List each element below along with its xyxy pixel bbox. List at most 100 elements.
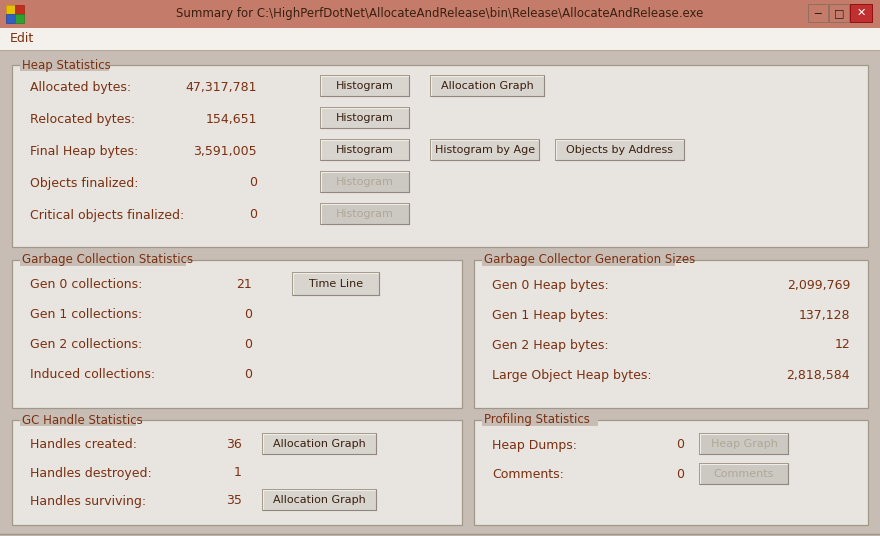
Text: Final Heap bytes:: Final Heap bytes:	[30, 145, 138, 158]
Bar	[15, 5, 24, 14]
Text: Histogram: Histogram	[336, 177, 394, 187]
Text: Time Line: Time Line	[309, 279, 363, 289]
Bar	[431, 76, 544, 96]
Text: Heap Statistics: Heap Statistics	[22, 58, 111, 71]
Text: Gen 2 Heap bytes:: Gen 2 Heap bytes:	[492, 339, 609, 352]
Text: Handles destroyed:: Handles destroyed:	[30, 466, 151, 480]
Bar	[700, 464, 788, 484]
Text: Histogram: Histogram	[336, 145, 394, 155]
Text: Comments:: Comments:	[492, 468, 564, 481]
Text: Profiling Statistics: Profiling Statistics	[484, 413, 590, 427]
Text: Allocation Graph: Allocation Graph	[273, 439, 366, 449]
Bar	[320, 75, 410, 97]
Bar	[0, 28, 880, 50]
Text: 2,099,769: 2,099,769	[787, 279, 850, 292]
Text: Garbage Collection Statistics: Garbage Collection Statistics	[22, 254, 193, 266]
Bar	[263, 490, 376, 510]
Bar	[321, 108, 409, 128]
Text: GC Handle Statistics: GC Handle Statistics	[22, 413, 143, 427]
Bar	[320, 107, 410, 129]
Text: Summary for C:\HighPerfDotNet\AllocateAndRelease\bin\Release\AllocateAndRelease.: Summary for C:\HighPerfDotNet\AllocateAn…	[176, 8, 704, 20]
Bar	[321, 140, 409, 160]
Bar	[430, 139, 540, 161]
Text: Induced collections:: Induced collections:	[30, 369, 155, 382]
Text: 12: 12	[834, 339, 850, 352]
Text: Handles created:: Handles created:	[30, 438, 137, 451]
Text: 0: 0	[244, 339, 252, 352]
Bar	[321, 76, 409, 96]
Bar	[482, 254, 675, 266]
Text: Objects finalized:: Objects finalized:	[30, 176, 138, 190]
Bar	[15, 14, 24, 23]
Bar	[850, 4, 872, 22]
Bar	[292, 272, 380, 296]
Bar	[0, 0, 880, 28]
Bar	[20, 414, 136, 426]
Text: 154,651: 154,651	[206, 113, 257, 125]
Text: 2,818,584: 2,818,584	[787, 369, 850, 382]
Text: 36: 36	[226, 438, 242, 451]
Bar	[20, 59, 108, 71]
Bar	[12, 65, 868, 247]
Bar	[293, 273, 379, 295]
Text: Gen 1 Heap bytes:: Gen 1 Heap bytes:	[492, 309, 609, 322]
Text: □: □	[833, 8, 844, 18]
Text: 0: 0	[249, 176, 257, 190]
Text: 0: 0	[249, 209, 257, 221]
Text: 47,317,781: 47,317,781	[186, 80, 257, 93]
Bar	[482, 414, 598, 426]
Bar	[699, 433, 789, 455]
Text: Heap Graph: Heap Graph	[710, 439, 777, 449]
Text: Histogram: Histogram	[336, 81, 394, 91]
Bar	[6, 5, 15, 14]
Text: 0: 0	[676, 468, 684, 481]
Bar	[700, 434, 788, 454]
Text: Allocation Graph: Allocation Graph	[441, 81, 534, 91]
Bar	[808, 4, 828, 22]
Text: Gen 1 collections:: Gen 1 collections:	[30, 309, 143, 322]
Bar	[320, 171, 410, 193]
Text: Objects by Address: Objects by Address	[567, 145, 673, 155]
Text: Garbage Collector Generation Sizes: Garbage Collector Generation Sizes	[484, 254, 695, 266]
Text: Edit: Edit	[10, 33, 34, 46]
Text: 0: 0	[676, 438, 684, 451]
Bar	[431, 140, 539, 160]
Text: Allocated bytes:: Allocated bytes:	[30, 80, 131, 93]
Bar	[12, 260, 462, 408]
Text: Allocation Graph: Allocation Graph	[273, 495, 366, 505]
Text: Histogram: Histogram	[336, 209, 394, 219]
Bar	[320, 203, 410, 225]
Text: 0: 0	[244, 309, 252, 322]
Text: Gen 0 collections:: Gen 0 collections:	[30, 279, 143, 292]
Bar	[320, 139, 410, 161]
Text: Histogram by Age: Histogram by Age	[435, 145, 535, 155]
Text: 35: 35	[226, 495, 242, 508]
Bar	[474, 420, 868, 525]
Text: 0: 0	[244, 369, 252, 382]
Text: Large Object Heap bytes:: Large Object Heap bytes:	[492, 369, 651, 382]
Bar	[321, 172, 409, 192]
Text: Critical objects finalized:: Critical objects finalized:	[30, 209, 184, 221]
Text: 137,128: 137,128	[798, 309, 850, 322]
Bar	[262, 489, 377, 511]
Bar	[262, 433, 377, 455]
Bar	[6, 14, 15, 23]
Text: 3,591,005: 3,591,005	[194, 145, 257, 158]
Text: 21: 21	[236, 279, 252, 292]
Text: Relocated bytes:: Relocated bytes:	[30, 113, 136, 125]
Bar	[263, 434, 376, 454]
Bar	[321, 204, 409, 224]
Text: 1: 1	[234, 466, 242, 480]
Bar	[555, 139, 685, 161]
Text: Gen 2 collections:: Gen 2 collections:	[30, 339, 143, 352]
Bar	[556, 140, 684, 160]
Text: Handles surviving:: Handles surviving:	[30, 495, 146, 508]
Text: Comments: Comments	[714, 469, 774, 479]
Text: Gen 0 Heap bytes:: Gen 0 Heap bytes:	[492, 279, 609, 292]
Text: Histogram: Histogram	[336, 113, 394, 123]
Bar	[20, 254, 186, 266]
Bar	[699, 463, 789, 485]
Text: ✕: ✕	[856, 8, 866, 18]
Bar	[12, 420, 462, 525]
Bar	[829, 4, 849, 22]
